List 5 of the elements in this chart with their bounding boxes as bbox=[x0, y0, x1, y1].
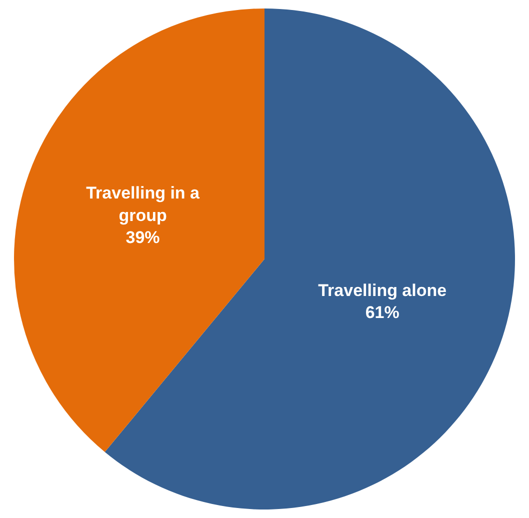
slice-label: Travelling alone bbox=[318, 280, 447, 300]
slice-label: Travelling in a group bbox=[86, 184, 200, 225]
pie-slice bbox=[14, 8, 264, 452]
data-label: 61% bbox=[365, 302, 400, 322]
data-label: 39% bbox=[126, 228, 160, 247]
